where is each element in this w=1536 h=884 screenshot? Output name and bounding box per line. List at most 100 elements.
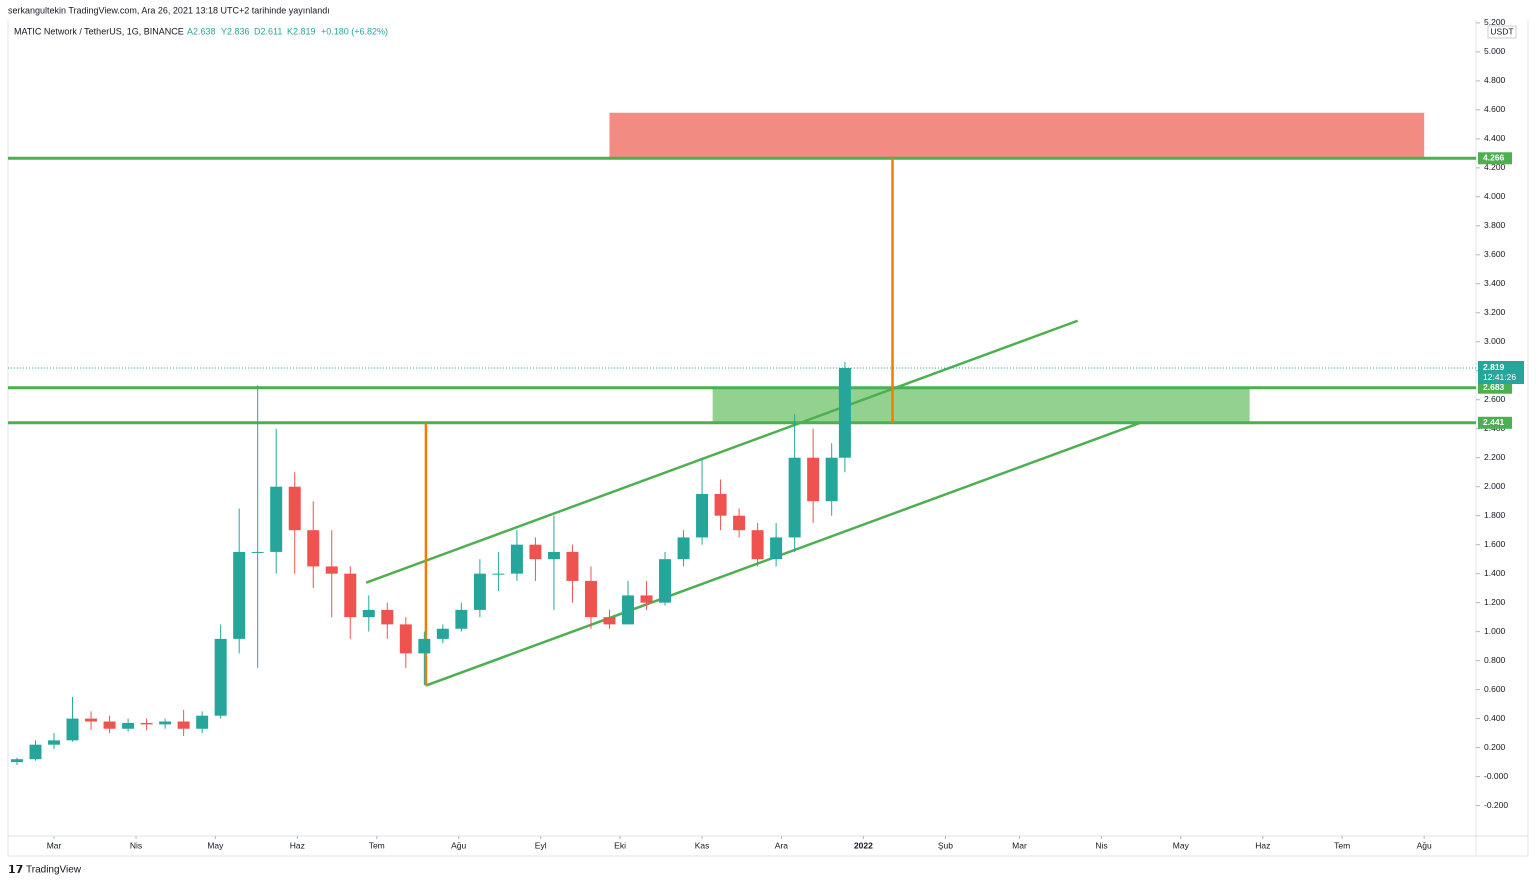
- candle-body: [214, 638, 227, 716]
- y-tick-label: 0.800: [1484, 655, 1506, 665]
- trend-line: [365, 319, 1079, 584]
- candle-body: [807, 457, 820, 502]
- y-tick-label: 0.600: [1484, 684, 1506, 694]
- x-tick-label: Ağu: [451, 840, 466, 850]
- x-tick-label: Mar: [47, 840, 62, 850]
- candle-body: [288, 486, 301, 531]
- last-price-label: 2.819: [1483, 362, 1505, 372]
- candle-body: [566, 551, 579, 581]
- trend-line: [425, 421, 1141, 687]
- candle-body: [584, 580, 597, 618]
- candle-body: [825, 457, 838, 502]
- candle-body: [85, 718, 98, 722]
- ohlc-open: A2.638: [187, 26, 216, 36]
- candle-body: [140, 722, 153, 725]
- x-tick-label: Haz: [290, 840, 305, 850]
- ohlc-close: K2.819: [287, 26, 316, 36]
- y-tick-label: 3.000: [1484, 336, 1506, 346]
- zone: [609, 112, 1425, 159]
- y-tick-label: 4.000: [1484, 191, 1506, 201]
- x-tick-label: Nis: [1095, 840, 1107, 850]
- level-label: 2.441: [1483, 417, 1505, 427]
- candle-body: [270, 486, 283, 552]
- level-tag: [1478, 381, 1512, 394]
- x-tick-label: Eki: [614, 840, 626, 850]
- y-tick-label: 1.600: [1484, 539, 1506, 549]
- level-tag: [1478, 152, 1512, 165]
- x-tick-label: May: [207, 840, 224, 850]
- y-tick-label: 4.600: [1484, 104, 1506, 114]
- candle-body: [66, 718, 79, 741]
- y-tick-label: 0.200: [1484, 742, 1506, 752]
- candle-body: [492, 573, 505, 575]
- candle-body: [344, 573, 357, 618]
- y-tick-label: 3.200: [1484, 307, 1506, 317]
- y-tick-label: 3.800: [1484, 220, 1506, 230]
- candle-body: [122, 722, 135, 729]
- candle-body: [788, 457, 801, 538]
- candle-body: [177, 721, 190, 729]
- x-tick-label: Tem: [369, 840, 385, 850]
- candle-body: [547, 551, 560, 560]
- candle-body: [251, 551, 264, 553]
- unit: USDT: [1490, 26, 1513, 36]
- level-tag: [1478, 416, 1512, 429]
- change: +0.180 (+6.82%): [321, 26, 388, 36]
- x-tick-label: Kas: [695, 840, 710, 850]
- x-tick-label: Ara: [775, 840, 789, 850]
- symbol: MATIC Network / TetherUS, 1G, BINANCE: [14, 26, 184, 36]
- candle-body: [603, 617, 616, 625]
- zone: [712, 387, 1250, 423]
- x-tick-label: Nis: [130, 840, 142, 850]
- x-tick-label: May: [1173, 840, 1190, 850]
- candle-body: [307, 530, 320, 567]
- x-tick-label: Eyl: [535, 840, 547, 850]
- y-tick-label: 1.800: [1484, 510, 1506, 520]
- y-tick-label: 2.000: [1484, 481, 1506, 491]
- y-tick-label: 3.600: [1484, 249, 1506, 259]
- y-tick-label: 4.800: [1484, 75, 1506, 85]
- y-tick-label: 3.400: [1484, 278, 1506, 288]
- candle-body: [770, 537, 783, 560]
- candle-body: [529, 544, 542, 560]
- logo-mark: 𝟭𝟳: [8, 864, 23, 876]
- candle-body: [455, 609, 468, 629]
- candle-body: [751, 530, 764, 560]
- candle-body: [418, 638, 431, 654]
- candle-body: [733, 515, 746, 531]
- candle-body: [381, 609, 394, 625]
- candle-body: [103, 721, 116, 729]
- candle-body: [677, 537, 690, 560]
- y-tick-label: 1.400: [1484, 568, 1506, 578]
- candle-body: [399, 624, 412, 654]
- candle-body: [325, 566, 338, 574]
- candle-body: [48, 740, 61, 745]
- y-tick-label: 5.000: [1484, 46, 1506, 56]
- y-tick-label: 0.400: [1484, 713, 1506, 723]
- y-tick-label: 2.200: [1484, 452, 1506, 462]
- y-tick-label: 4.200: [1484, 162, 1506, 172]
- header: serkangultekin TradingView.com, Ara 26, …: [8, 5, 330, 15]
- level-label: 2.683: [1483, 382, 1505, 392]
- x-tick-label: 2022: [854, 840, 873, 850]
- y-tick-label: 1.200: [1484, 597, 1506, 607]
- candle-body: [436, 628, 449, 639]
- y-tick-label: -0.000: [1484, 771, 1508, 781]
- candle-body: [838, 367, 851, 458]
- candle-body: [362, 609, 375, 618]
- ohlc-low: D2.611: [254, 26, 282, 36]
- last-price-tag: [1478, 360, 1524, 384]
- candle-body: [473, 573, 486, 610]
- x-tick-label: Tem: [1334, 840, 1350, 850]
- candle-body: [659, 559, 672, 603]
- candle-body: [714, 493, 727, 516]
- candle-body: [159, 721, 172, 725]
- x-tick-label: Ağu: [1417, 840, 1432, 850]
- x-tick-label: Haz: [1255, 840, 1270, 850]
- candle-body: [696, 493, 709, 538]
- candle-body: [621, 595, 634, 625]
- y-tick-label: 2.600: [1484, 394, 1506, 404]
- unit-box: [1487, 25, 1517, 39]
- candle-body: [196, 715, 209, 729]
